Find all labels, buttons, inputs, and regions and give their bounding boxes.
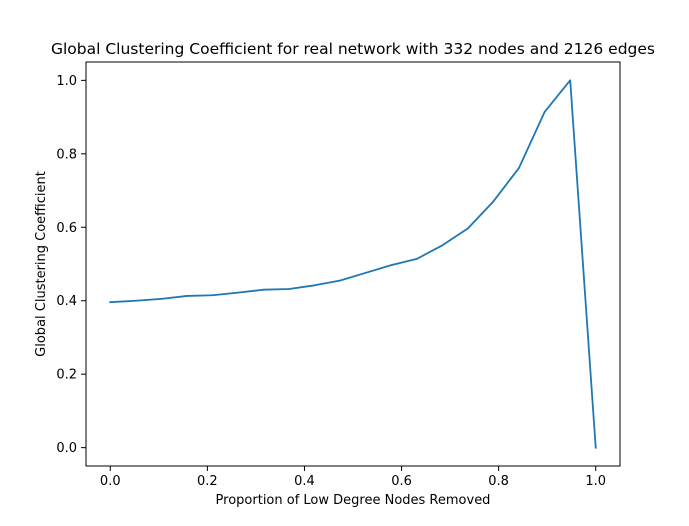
x-tick-label-1: 0.2 [197, 474, 218, 489]
series-point-0-9 [339, 279, 342, 282]
series-point-0-14 [467, 227, 469, 230]
series-point-0-7 [288, 288, 291, 290]
plot-frame [85, 61, 621, 467]
x-tick-label-2: 0.4 [294, 474, 315, 489]
plot-area: 0.0 0.2 0.4 0.6 0.8 1.0 0.0 0.2 0.4 0.6 0.8 1.0 [56, 61, 621, 489]
series-point-0-11 [390, 264, 393, 267]
series-point-0-17 [543, 111, 546, 113]
series-point-0-10 [364, 271, 367, 274]
x-tick-label-5: 1.0 [585, 474, 606, 489]
y-tick-label-2: 0.4 [56, 294, 77, 309]
x-tick-label-0: 0.0 [100, 474, 121, 489]
series-point-0-8 [313, 284, 316, 287]
y-tick-label-0: 0.0 [56, 441, 77, 456]
series-point-0-12 [415, 257, 418, 260]
series-point-0-1 [134, 299, 137, 302]
series-point-0-18 [569, 79, 572, 82]
series-point-0-13 [441, 244, 444, 247]
y-tick-label-4: 0.8 [56, 147, 77, 162]
series-point-0-2 [160, 297, 163, 300]
series-point-0-6 [262, 288, 265, 291]
series-point-0-4 [211, 294, 214, 297]
series-point-0-16 [518, 166, 520, 169]
y-axis-label: Global Clustering Coefficient [34, 171, 49, 357]
chart-title: Global Clustering Coefficient for real n… [51, 40, 655, 58]
x-axis-label: Proportion of Low Degree Nodes Removed [216, 493, 491, 508]
series-point-0-3 [186, 295, 188, 297]
y-tick-label-5: 1.0 [56, 74, 77, 89]
x-tick-label-3: 0.6 [391, 474, 412, 489]
x-tick-label-4: 0.8 [488, 474, 509, 489]
series-point-0-0 [109, 301, 112, 304]
y-tick-label-3: 0.6 [56, 221, 77, 236]
series-point-0-5 [237, 291, 239, 294]
series-point-0-19 [594, 446, 597, 449]
series-point-0-15 [492, 200, 495, 203]
series-line-0 [109, 79, 597, 449]
y-tick-label-1: 0.2 [56, 368, 77, 383]
